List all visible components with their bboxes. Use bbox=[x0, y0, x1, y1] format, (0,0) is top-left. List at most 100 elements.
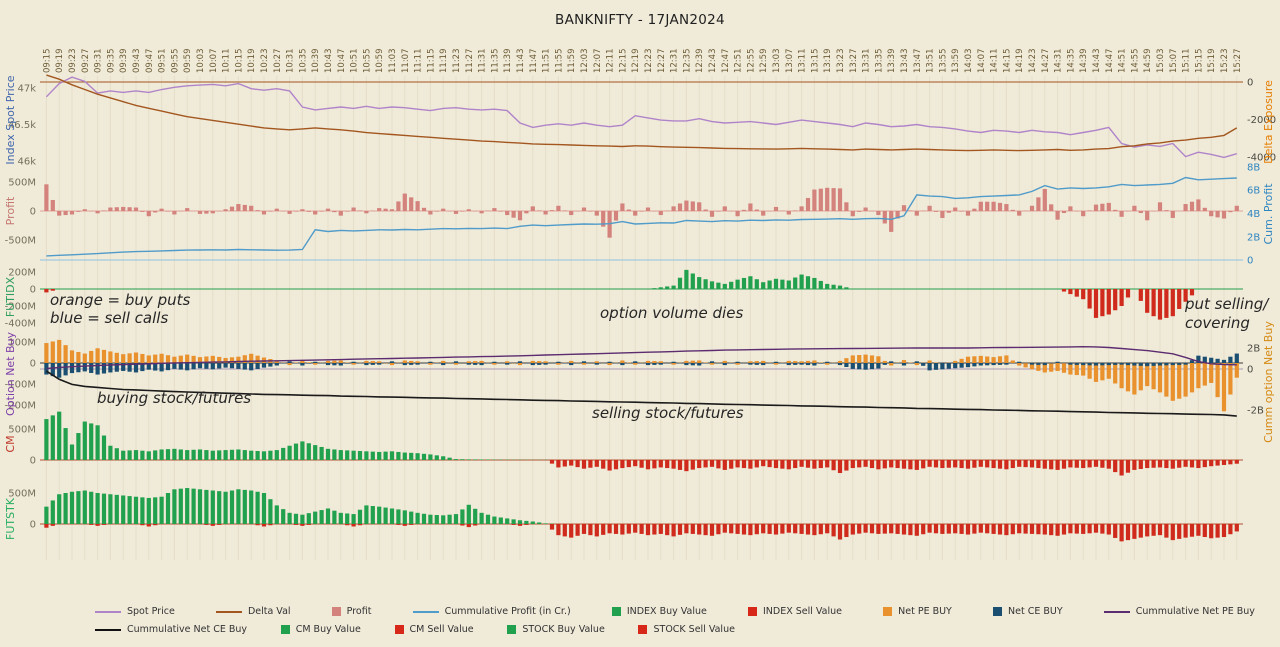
legend-swatch bbox=[95, 610, 121, 613]
svg-text:09:51: 09:51 bbox=[158, 49, 168, 74]
annotation: blue = sell calls bbox=[50, 309, 168, 327]
svg-text:13:03: 13:03 bbox=[772, 49, 782, 74]
svg-text:0: 0 bbox=[30, 359, 36, 370]
legend-row-2: Cummulative Net CE Buy CM Buy Value CM Sel… bbox=[95, 624, 735, 635]
svg-text:0: 0 bbox=[30, 207, 36, 218]
svg-text:11:55: 11:55 bbox=[554, 49, 564, 74]
series-cummulative-net-pe-buy bbox=[46, 345, 1237, 370]
svg-text:12:23: 12:23 bbox=[644, 49, 654, 74]
svg-text:11:59: 11:59 bbox=[567, 49, 577, 74]
svg-text:11:47: 11:47 bbox=[529, 49, 539, 74]
svg-text:500M: 500M bbox=[8, 425, 36, 436]
legend-swatch bbox=[1103, 610, 1130, 613]
svg-text:15:27: 15:27 bbox=[1233, 49, 1243, 74]
svg-text:10:51: 10:51 bbox=[350, 49, 360, 74]
svg-text:11:19: 11:19 bbox=[439, 49, 449, 74]
annotation: option volume dies bbox=[600, 304, 743, 322]
svg-text:12:07: 12:07 bbox=[593, 49, 603, 74]
legend-label: Delta Val bbox=[247, 606, 291, 617]
svg-text:13:27: 13:27 bbox=[849, 49, 859, 74]
legend-label: INDEX Buy Value bbox=[626, 606, 707, 617]
svg-text:Cum. Profit: Cum. Profit bbox=[1262, 183, 1275, 245]
svg-text:Cumm option Net Buy: Cumm option Net Buy bbox=[1262, 321, 1275, 443]
left-axis-futstk: 500M 0 FUTSTK bbox=[4, 489, 36, 541]
panel-option bbox=[40, 339, 1243, 417]
series-stock-sell-value bbox=[44, 524, 1239, 542]
legend-row-1: Spot Price Delta Val Profit Cummulative Pro… bbox=[95, 606, 1255, 617]
svg-text:10:15: 10:15 bbox=[234, 49, 244, 74]
svg-text:09:35: 09:35 bbox=[106, 49, 116, 73]
x-axis-labels: 09:15 09:19 09:23 09:27 09:31 09:35 09:39 09:43… bbox=[42, 48, 1242, 73]
series-cummulative-net-ce-buy bbox=[45, 370, 1237, 417]
svg-text:14:11: 14:11 bbox=[990, 49, 1000, 74]
legend-item-index-sell-value[interactable]: INDEX Sell Value bbox=[747, 606, 842, 617]
svg-text:12:27: 12:27 bbox=[657, 49, 667, 74]
svg-text:09:47: 09:47 bbox=[145, 49, 155, 74]
annotation: put selling/ bbox=[1184, 295, 1270, 313]
svg-text:13:51: 13:51 bbox=[926, 49, 936, 74]
panel-futidx bbox=[40, 269, 1243, 320]
legend-label: INDEX Sell Value bbox=[762, 606, 842, 617]
legend-swatch bbox=[394, 625, 404, 634]
svg-text:14:39: 14:39 bbox=[1079, 49, 1089, 74]
svg-text:09:27: 09:27 bbox=[81, 49, 91, 74]
svg-text:4B: 4B bbox=[1247, 209, 1260, 220]
svg-text:0: 0 bbox=[30, 285, 36, 296]
svg-text:Profit: Profit bbox=[4, 196, 17, 225]
legend-item-net-pe-buy[interactable]: Net PE BUY bbox=[883, 606, 952, 617]
svg-text:09:39: 09:39 bbox=[119, 49, 129, 74]
svg-text:100M: 100M bbox=[8, 338, 36, 349]
legend-item-index-buy-value[interactable]: INDEX Buy Value bbox=[611, 606, 707, 617]
legend-item-stock-sell-value[interactable]: STOCK Sell Value bbox=[638, 624, 735, 635]
svg-text:CM: CM bbox=[4, 435, 17, 452]
svg-text:14:19: 14:19 bbox=[1015, 49, 1025, 73]
svg-text:12:51: 12:51 bbox=[734, 49, 744, 74]
svg-text:09:31: 09:31 bbox=[94, 49, 104, 74]
chart-legend: Spot Price Delta Val Profit Cummulative Pro… bbox=[95, 606, 1255, 635]
svg-text:13:11: 13:11 bbox=[798, 49, 808, 74]
svg-text:14:43: 14:43 bbox=[1092, 49, 1102, 74]
right-axis-profit: 8B 6B 4B 2B 0 Cum. Profit bbox=[1247, 163, 1275, 267]
panel-cm bbox=[40, 411, 1243, 476]
svg-text:09:43: 09:43 bbox=[132, 49, 142, 74]
svg-text:11:43: 11:43 bbox=[516, 49, 526, 74]
legend-item-cummulative-net-ce-buy[interactable]: Cummulative Net CE Buy bbox=[95, 624, 247, 635]
legend-item-stock-buy-value[interactable]: STOCK Buy Value bbox=[507, 624, 605, 635]
legend-item-cm-sell-value[interactable]: CM Sell Value bbox=[394, 624, 474, 635]
legend-item-delta-val[interactable]: Delta Val bbox=[215, 606, 291, 617]
legend-label: Cummulative Net CE Buy bbox=[127, 624, 248, 635]
svg-text:500M: 500M bbox=[8, 178, 36, 189]
svg-text:10:39: 10:39 bbox=[311, 49, 321, 74]
legend-swatch bbox=[507, 625, 517, 634]
svg-text:12:03: 12:03 bbox=[580, 49, 590, 74]
legend-item-net-ce-buy[interactable]: Net CE BUY bbox=[993, 606, 1063, 617]
svg-text:FUTSTK: FUTSTK bbox=[4, 497, 17, 540]
svg-text:14:31: 14:31 bbox=[1054, 49, 1064, 74]
legend-item-profit[interactable]: Profit bbox=[331, 606, 371, 617]
svg-text:09:23: 09:23 bbox=[68, 49, 78, 74]
svg-text:10:23: 10:23 bbox=[260, 49, 270, 74]
legend-item-cm-buy-value[interactable]: CM Buy Value bbox=[280, 624, 361, 635]
legend-swatch bbox=[993, 607, 1003, 616]
legend-item-cummulative-net-pe-buy[interactable]: Cummulative Net PE Buy bbox=[1103, 606, 1255, 617]
annotation: buying stock/futures bbox=[97, 389, 251, 407]
svg-text:12:19: 12:19 bbox=[631, 49, 641, 74]
svg-text:13:23: 13:23 bbox=[836, 49, 846, 74]
svg-text:11:03: 11:03 bbox=[388, 49, 398, 74]
svg-text:10:59: 10:59 bbox=[375, 49, 385, 74]
series-index-buy-sell-value bbox=[44, 269, 1195, 320]
svg-text:0: 0 bbox=[30, 520, 36, 531]
svg-text:12:15: 12:15 bbox=[618, 49, 628, 74]
legend-item-cummulative-profit-in-cr-[interactable]: Cummulative Profit (in Cr.) bbox=[412, 606, 571, 617]
svg-text:FUTIDX: FUTIDX bbox=[4, 276, 17, 317]
legend-item-spot-price[interactable]: Spot Price bbox=[95, 606, 175, 617]
svg-text:46k: 46k bbox=[17, 157, 36, 168]
svg-text:0: 0 bbox=[1247, 78, 1253, 89]
svg-text:15:19: 15:19 bbox=[1207, 49, 1217, 74]
svg-text:200M: 200M bbox=[8, 268, 36, 279]
svg-text:09:59: 09:59 bbox=[183, 49, 193, 74]
svg-text:Index Spot Price: Index Spot Price bbox=[4, 75, 17, 164]
legend-swatch bbox=[883, 607, 893, 616]
